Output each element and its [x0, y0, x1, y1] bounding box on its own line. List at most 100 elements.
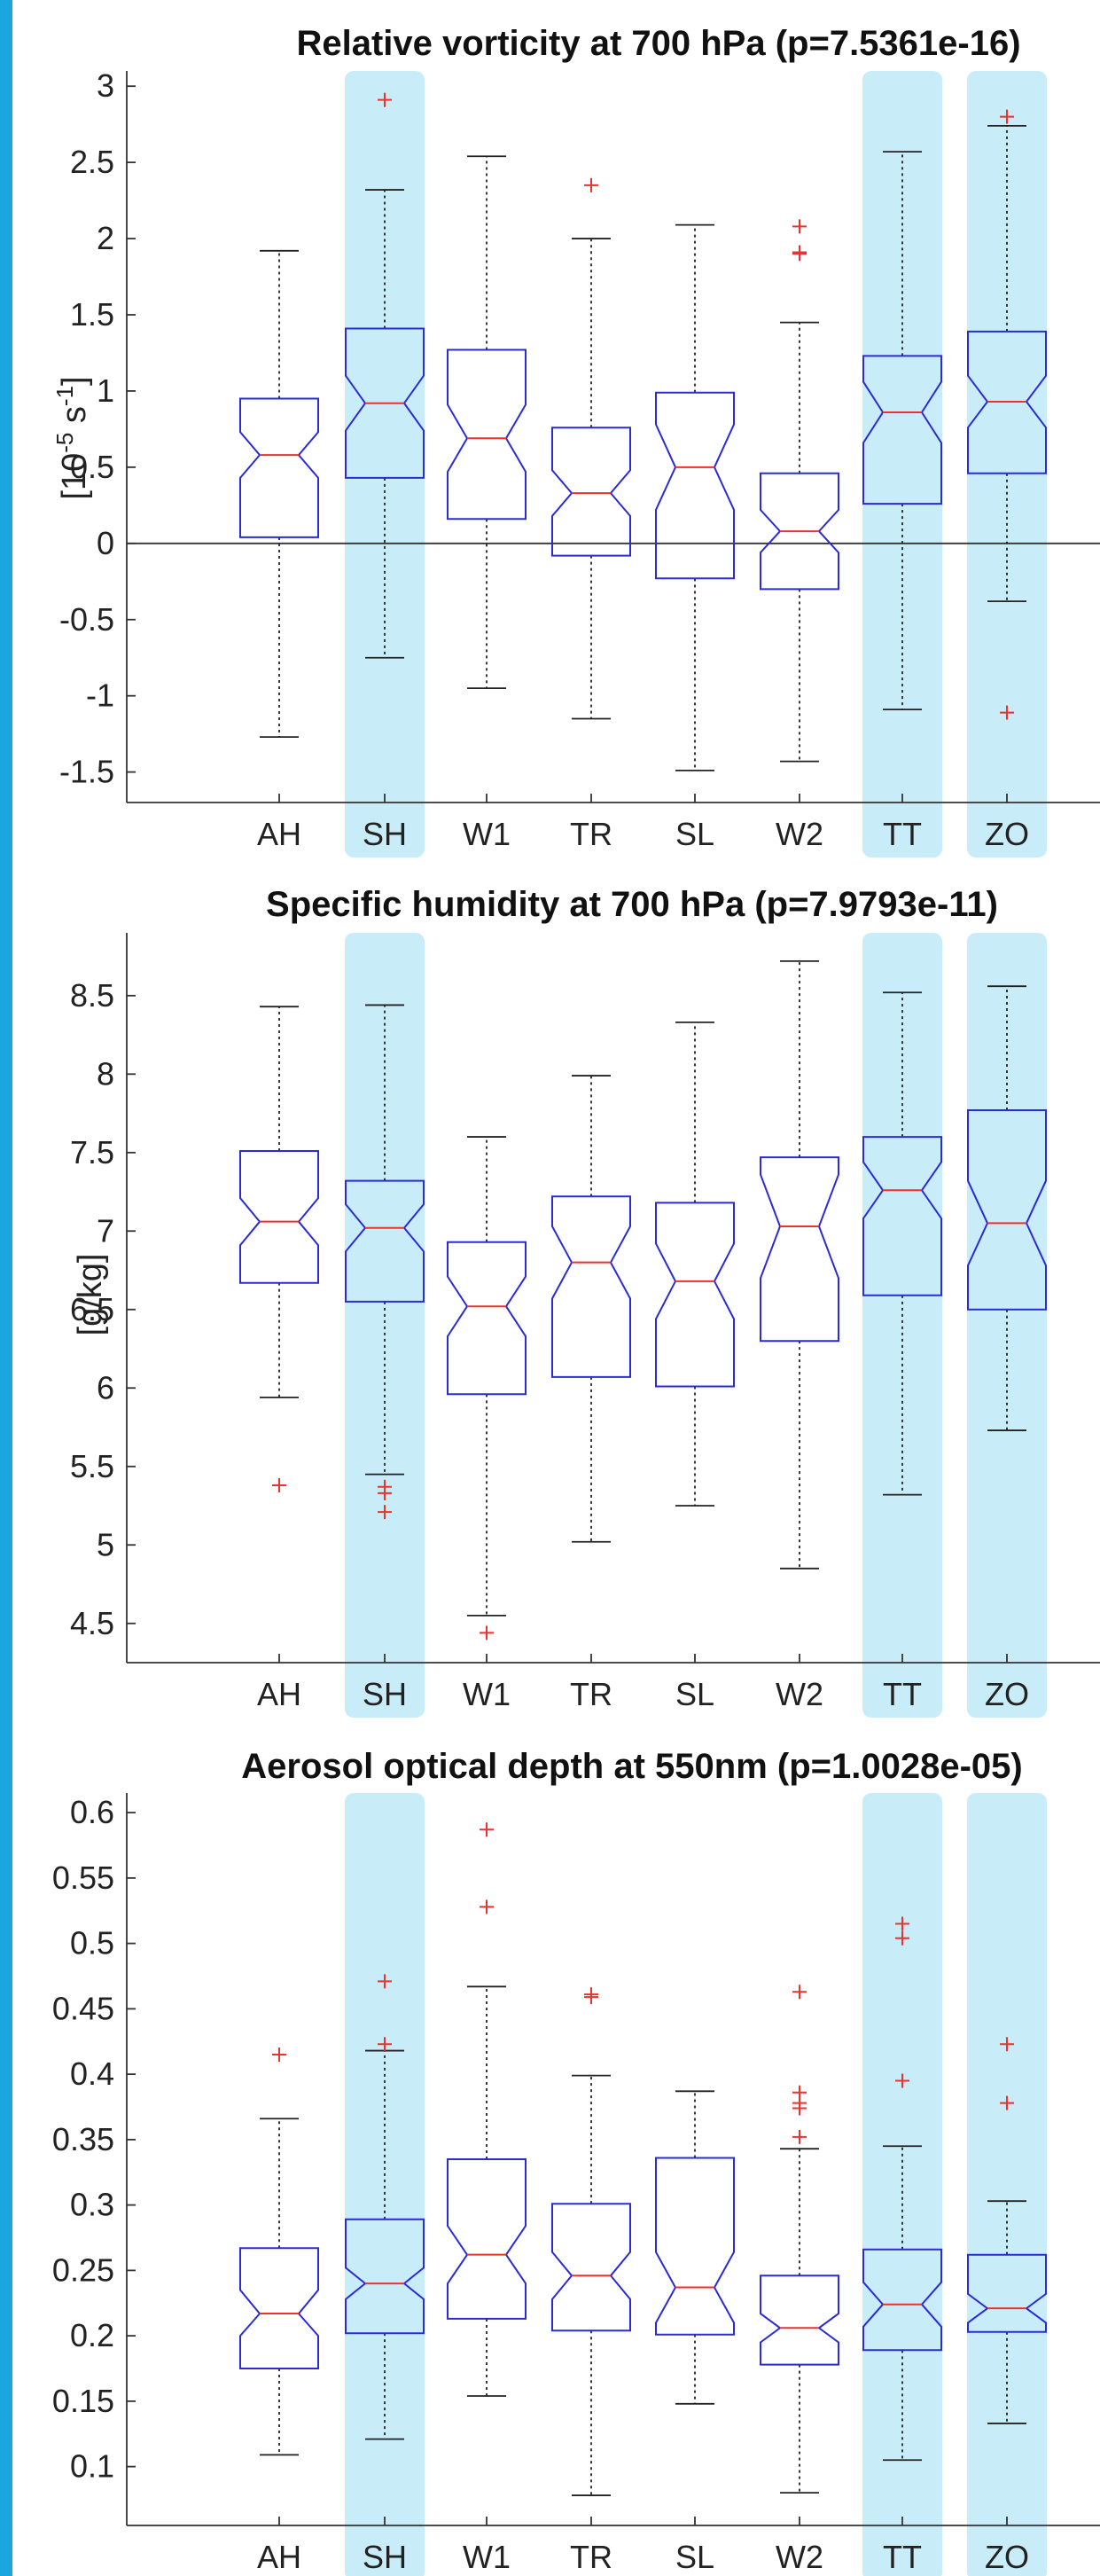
outlier-marker — [895, 1930, 909, 1946]
box-ah — [239, 249, 319, 738]
notched-box — [345, 2218, 425, 2335]
x-tick-label-zo: ZO — [985, 2539, 1029, 2575]
y-tick-label: 0.55 — [52, 1860, 114, 1896]
box-w2 — [760, 219, 839, 763]
x-tick-label-sh: SH — [363, 816, 407, 852]
outlier-marker — [480, 1822, 494, 1837]
box-tr — [551, 1987, 631, 2496]
x-tick-label-tt: TT — [883, 2539, 922, 2575]
notched-box — [345, 1179, 425, 1303]
outlier-marker — [1000, 705, 1014, 720]
x-tick-label-w1: W1 — [463, 816, 511, 852]
x-tick-label-sh: SH — [363, 1676, 407, 1712]
notched-box — [345, 327, 425, 479]
y-tick-label: 1.5 — [70, 296, 114, 333]
outlier-marker — [895, 1916, 909, 1931]
outlier-marker — [1000, 2095, 1014, 2110]
outlier-marker — [480, 1625, 494, 1640]
outlier-marker — [272, 1478, 286, 1492]
x-tick-label-w2: W2 — [776, 816, 823, 852]
box-sh — [345, 92, 425, 659]
x-tick-label-ah: AH — [257, 816, 301, 852]
notched-box — [862, 2248, 942, 2352]
notched-box — [862, 1136, 942, 1296]
x-tick-label-w1: W1 — [463, 2539, 511, 2575]
x-tick-label-w2: W2 — [776, 1676, 823, 1712]
outlier-marker — [792, 219, 807, 234]
notched-box — [239, 397, 319, 538]
highlight-band-sh — [345, 933, 425, 1718]
y-tick-label: 0.5 — [70, 449, 114, 485]
box-sh — [345, 1004, 425, 1520]
notched-box — [447, 348, 527, 521]
aerosol-panel: 0.1 0.15 0.2 0.25 0.3 0.35 0.4 0.45 0.5 0.55 0.6 AH… — [52, 1747, 1100, 2576]
x-tick-label-tr: TR — [570, 2539, 612, 2575]
box-tr — [551, 177, 631, 720]
left-accent-border — [0, 0, 12, 2576]
chart-title: Specific humidity at 700 hPa (p=7.9793e-… — [266, 885, 998, 924]
y-tick-label: 0.15 — [52, 2383, 114, 2419]
y-tick-label: 7.5 — [70, 1134, 114, 1171]
outlier-marker — [584, 1987, 598, 2002]
x-tick-label-zo: ZO — [985, 1676, 1029, 1712]
y-tick-label: 7 — [97, 1212, 114, 1249]
notched-box — [967, 2253, 1047, 2333]
outlier-marker — [378, 1479, 392, 1494]
box-sl — [655, 223, 735, 771]
notched-box — [760, 2275, 839, 2366]
box-tt — [862, 151, 942, 711]
y-tick-label: 8 — [97, 1055, 114, 1092]
highlight-band-tt — [862, 1793, 942, 2576]
notched-box — [862, 355, 942, 505]
y-tick-label: -1.5 — [59, 754, 114, 790]
x-tick-label-w1: W1 — [463, 1676, 511, 1712]
box-zo — [967, 985, 1047, 1431]
box-tr — [551, 1075, 631, 1543]
box-ah — [239, 1006, 319, 1492]
box-w2 — [760, 959, 839, 1570]
x-tick-label-tt: TT — [883, 816, 922, 852]
y-tick-label: 3 — [97, 67, 114, 104]
notched-box — [760, 472, 839, 591]
highlight-band-sh — [345, 1793, 425, 2576]
y-tick-label: 6.5 — [70, 1291, 114, 1327]
box-tt — [862, 1916, 942, 2462]
highlight-band-zo — [967, 1793, 1047, 2576]
outlier-marker — [378, 2037, 392, 2052]
x-tick-label-tt: TT — [883, 1676, 922, 1712]
box-w1 — [447, 155, 527, 689]
notched-box — [447, 2158, 527, 2320]
x-tick-label-w2: W2 — [776, 2539, 823, 2575]
y-tick-label: -0.5 — [59, 601, 114, 638]
highlight-band-tt — [862, 933, 942, 1718]
outlier-marker — [480, 1899, 494, 1914]
x-tick-label-tr: TR — [570, 816, 612, 852]
notched-box — [967, 330, 1047, 474]
y-tick-label: 0.6 — [70, 1794, 114, 1830]
box-w2 — [760, 1985, 839, 2494]
outlier-marker — [378, 92, 392, 107]
highlight-band-sh — [345, 71, 425, 857]
y-tick-label: 0.3 — [70, 2187, 114, 2223]
outlier-marker — [272, 2047, 286, 2062]
notched-box — [655, 2157, 735, 2336]
highlight-band-tt — [862, 71, 942, 857]
outlier-marker — [792, 2129, 807, 2144]
box-sl — [655, 2090, 735, 2405]
box-w1 — [447, 1136, 527, 1640]
x-tick-label-tr: TR — [570, 1676, 612, 1712]
x-tick-label-ah: AH — [257, 1676, 301, 1712]
outlier-marker — [584, 177, 598, 192]
box-zo — [967, 109, 1047, 720]
x-tick-label-sl: SL — [675, 2539, 714, 2575]
highlight-band-zo — [967, 933, 1047, 1718]
y-tick-label: 5.5 — [70, 1448, 114, 1484]
box-tt — [862, 991, 942, 1496]
x-tick-label-zo: ZO — [985, 816, 1029, 852]
box-ah — [239, 2047, 319, 2456]
x-tick-label-sl: SL — [675, 816, 714, 852]
highlight-band-zo — [967, 71, 1047, 857]
y-tick-label: 5 — [97, 1526, 114, 1562]
box-sh — [345, 1974, 425, 2440]
